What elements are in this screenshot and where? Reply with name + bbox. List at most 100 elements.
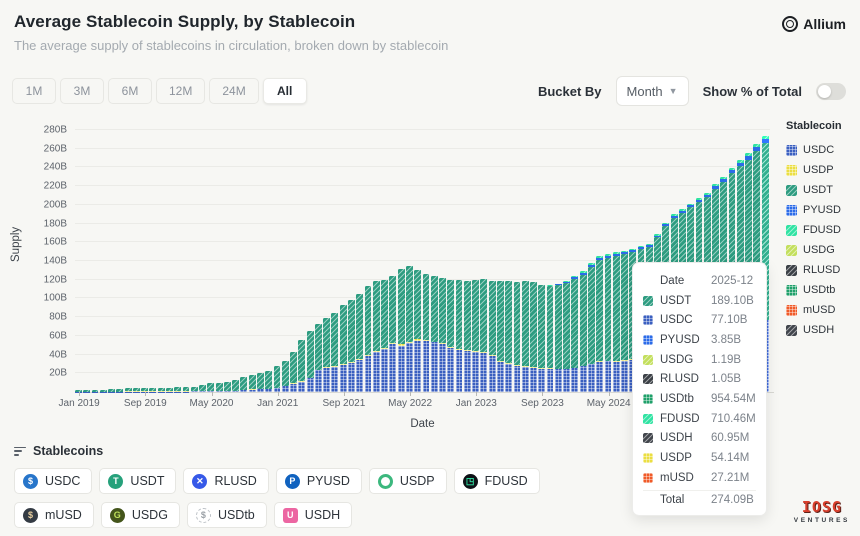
stacked-bar[interactable] bbox=[306, 330, 314, 392]
legend-item-usdt[interactable]: USDT bbox=[786, 180, 858, 200]
legend-item-usdtb[interactable]: USDtb bbox=[786, 280, 858, 300]
stacked-bar[interactable] bbox=[149, 387, 157, 392]
stacked-bar[interactable] bbox=[273, 366, 281, 392]
stacked-bar[interactable] bbox=[199, 384, 206, 392]
stacked-bar[interactable] bbox=[99, 389, 107, 392]
stacked-bar[interactable] bbox=[323, 318, 331, 392]
range-button-12m[interactable]: 12M bbox=[156, 78, 206, 104]
stacked-bar[interactable] bbox=[538, 284, 546, 392]
stablecoin-chip-usdt[interactable]: T USDT bbox=[99, 468, 177, 494]
stacked-bar[interactable] bbox=[587, 263, 595, 392]
stacked-bar[interactable] bbox=[521, 281, 529, 392]
legend-item-usdc[interactable]: USDC bbox=[786, 140, 858, 160]
stacked-bar[interactable] bbox=[364, 286, 372, 392]
stablecoin-chip-usdtb[interactable]: $ USDtb bbox=[186, 502, 267, 528]
legend-item-musd[interactable]: mUSD bbox=[786, 300, 858, 320]
stacked-bar[interactable] bbox=[257, 373, 264, 392]
stablecoin-chip-fdusd[interactable]: ◳ FDUSD bbox=[453, 468, 540, 494]
stacked-bar[interactable] bbox=[455, 280, 463, 392]
stacked-bar[interactable] bbox=[604, 253, 612, 392]
stacked-bar[interactable] bbox=[240, 377, 248, 392]
stacked-bar[interactable] bbox=[546, 285, 554, 392]
bucket-by-dropdown[interactable]: Month ▼ bbox=[615, 76, 689, 106]
stacked-bar[interactable] bbox=[132, 387, 140, 392]
legend-item-rlusd[interactable]: RLUSD bbox=[786, 260, 858, 280]
stacked-bar[interactable] bbox=[447, 279, 455, 392]
range-button-1m[interactable]: 1M bbox=[12, 78, 56, 104]
stacked-bar[interactable] bbox=[596, 255, 604, 392]
stacked-bar[interactable] bbox=[298, 340, 306, 392]
range-button-24m[interactable]: 24M bbox=[209, 78, 259, 104]
stacked-bar[interactable] bbox=[414, 270, 422, 392]
stacked-bar[interactable] bbox=[571, 276, 579, 392]
stacked-bar[interactable] bbox=[513, 282, 521, 392]
stacked-bar[interactable] bbox=[182, 387, 190, 392]
stacked-bar[interactable] bbox=[75, 389, 82, 392]
range-button-6m[interactable]: 6M bbox=[108, 78, 152, 104]
stacked-bar[interactable] bbox=[405, 265, 413, 392]
stacked-bar[interactable] bbox=[439, 278, 446, 392]
range-button-all[interactable]: All bbox=[262, 78, 307, 104]
stacked-bar[interactable] bbox=[579, 271, 587, 392]
legend-label: USDP bbox=[803, 164, 834, 176]
stacked-bar[interactable] bbox=[166, 387, 173, 392]
stablecoin-chip-usdh[interactable]: U USDH bbox=[273, 502, 353, 528]
stacked-bar[interactable] bbox=[530, 281, 537, 392]
rlusd-coin-icon: ✕ bbox=[192, 473, 208, 489]
stacked-bar[interactable] bbox=[91, 389, 99, 392]
stacked-bar[interactable] bbox=[265, 370, 273, 392]
stacked-bar[interactable] bbox=[207, 383, 215, 392]
stacked-bar[interactable] bbox=[174, 387, 182, 392]
stacked-bar[interactable] bbox=[463, 281, 471, 392]
stacked-bar[interactable] bbox=[430, 276, 438, 392]
stacked-bar[interactable] bbox=[232, 379, 240, 392]
stablecoin-chip-rlusd[interactable]: ✕ RLUSD bbox=[183, 468, 269, 494]
stacked-bar[interactable] bbox=[356, 293, 364, 392]
stablecoin-chip-musd[interactable]: $ mUSD bbox=[14, 502, 94, 528]
stacked-bar[interactable] bbox=[290, 351, 297, 392]
stacked-bar[interactable] bbox=[372, 281, 380, 392]
stacked-bar[interactable] bbox=[108, 389, 115, 392]
stacked-bar[interactable] bbox=[612, 252, 620, 392]
x-tick bbox=[343, 392, 345, 396]
stacked-bar[interactable] bbox=[348, 300, 355, 392]
stacked-bar[interactable] bbox=[422, 273, 430, 392]
chart-controls: Bucket By Month ▼ Show % of Total bbox=[538, 76, 846, 106]
legend-item-usdh[interactable]: USDH bbox=[786, 320, 858, 340]
stablecoin-chip-pyusd[interactable]: P PYUSD bbox=[275, 468, 362, 494]
stablecoin-chip-usdc[interactable]: $ USDC bbox=[14, 468, 93, 494]
stacked-bar[interactable] bbox=[488, 281, 496, 392]
stacked-bar[interactable] bbox=[339, 305, 347, 392]
stacked-bar[interactable] bbox=[116, 388, 124, 392]
stacked-bar[interactable] bbox=[563, 281, 570, 392]
stacked-bar[interactable] bbox=[389, 276, 397, 392]
stacked-bar[interactable] bbox=[281, 360, 289, 392]
legend-item-usdp[interactable]: USDP bbox=[786, 160, 858, 180]
stacked-bar[interactable] bbox=[141, 387, 149, 392]
legend-item-usdg[interactable]: USDG bbox=[786, 240, 858, 260]
stacked-bar[interactable] bbox=[397, 268, 405, 392]
stacked-bar[interactable] bbox=[190, 386, 198, 392]
stacked-bar[interactable] bbox=[554, 283, 562, 392]
stacked-bar[interactable] bbox=[248, 375, 256, 392]
stacked-bar[interactable] bbox=[124, 388, 132, 392]
stacked-bar[interactable] bbox=[157, 387, 165, 392]
stacked-bar[interactable] bbox=[472, 280, 479, 392]
stacked-bar[interactable] bbox=[480, 279, 488, 392]
show-percent-toggle[interactable] bbox=[816, 82, 846, 100]
stacked-bar[interactable] bbox=[505, 281, 513, 392]
stacked-bar[interactable] bbox=[381, 279, 388, 392]
legend-item-pyusd[interactable]: PYUSD bbox=[786, 200, 858, 220]
stacked-bar[interactable] bbox=[215, 382, 223, 392]
stacked-bar[interactable] bbox=[621, 250, 628, 392]
stacked-bar[interactable] bbox=[223, 381, 231, 392]
stacked-bar[interactable] bbox=[331, 312, 339, 392]
range-button-3m[interactable]: 3M bbox=[60, 78, 104, 104]
stacked-bar[interactable] bbox=[314, 323, 322, 392]
stacked-bar[interactable] bbox=[496, 281, 504, 392]
legend-item-fdusd[interactable]: FDUSD bbox=[786, 220, 858, 240]
stablecoin-chip-usdg[interactable]: G USDG bbox=[100, 502, 180, 528]
stablecoin-chip-usdp[interactable]: USDP bbox=[368, 468, 447, 494]
x-tick-label: Jan 2019 bbox=[58, 398, 100, 409]
stacked-bar[interactable] bbox=[83, 389, 91, 392]
